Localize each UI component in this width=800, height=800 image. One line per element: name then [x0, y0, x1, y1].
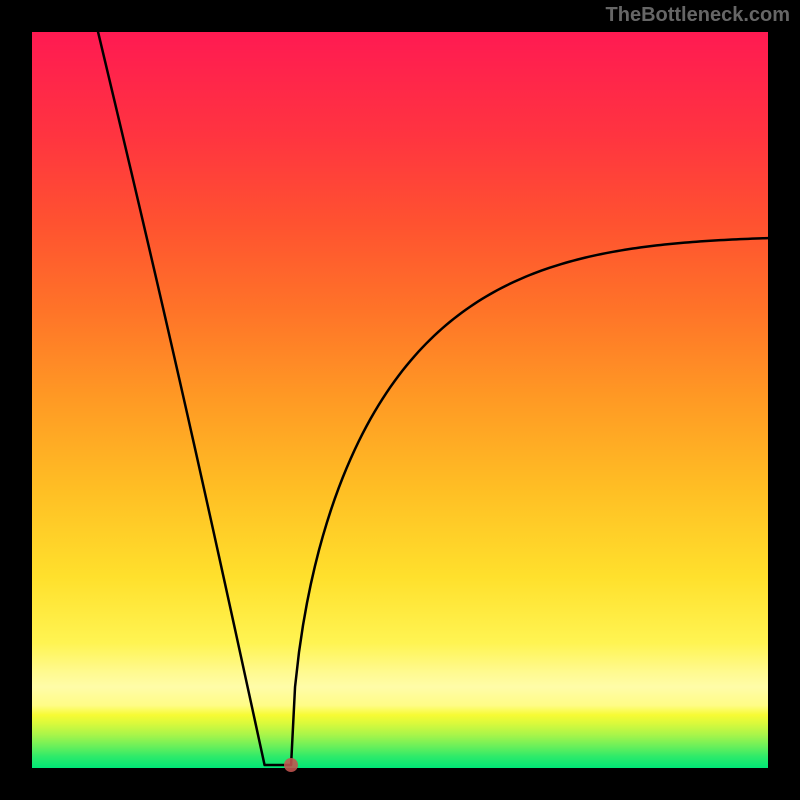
bottleneck-curve: [95, 17, 768, 765]
plot-area: [32, 32, 768, 768]
bottleneck-curve-svg: [32, 32, 768, 768]
optimal-point-marker: [284, 758, 298, 772]
watermark-text: TheBottleneck.com: [606, 4, 790, 27]
